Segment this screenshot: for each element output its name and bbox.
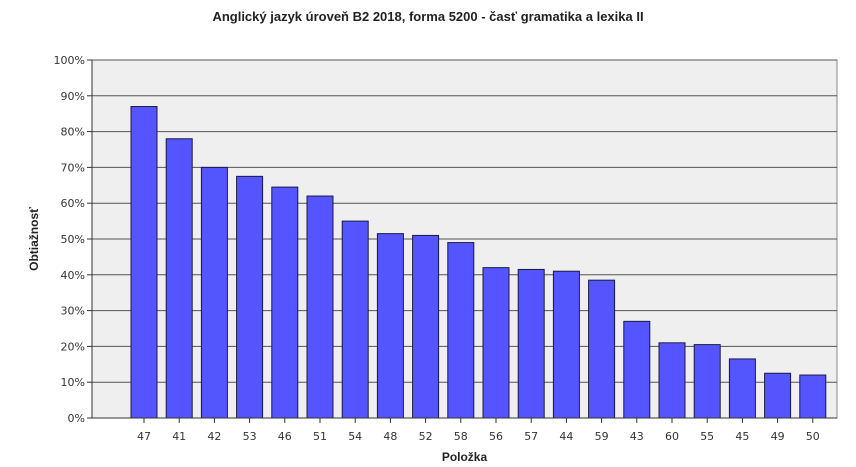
- y-tick-label: 70%: [61, 161, 85, 174]
- bar-43: [623, 320, 651, 419]
- y-tick-label: 10%: [61, 376, 85, 389]
- bar-55: [693, 344, 721, 419]
- bar-60: [658, 342, 686, 419]
- x-tick-label: 57: [524, 430, 538, 443]
- bar-42: [200, 166, 228, 419]
- bar-58: [447, 242, 475, 419]
- bar-56: [482, 267, 510, 419]
- bar-46: [271, 186, 299, 419]
- bar-52: [412, 234, 440, 419]
- bar-48: [376, 233, 404, 419]
- bar-47: [130, 106, 158, 419]
- y-tick-label: 90%: [61, 90, 85, 103]
- y-tick-label: 20%: [61, 340, 85, 353]
- y-tick-label: 30%: [61, 305, 85, 318]
- x-tick-label: 59: [595, 430, 609, 443]
- x-tick-label: 47: [137, 430, 151, 443]
- bar-51: [306, 195, 334, 419]
- bar-49: [764, 372, 792, 419]
- y-tick-label: 80%: [61, 126, 85, 139]
- x-tick-label: 42: [207, 430, 221, 443]
- bar-53: [236, 175, 264, 419]
- x-tick-label: 43: [630, 430, 644, 443]
- x-tick-label: 51: [313, 430, 327, 443]
- x-tick-label: 49: [771, 430, 785, 443]
- x-axis: 47 41 42 53 46 51 54 48 52 58 56 57 44 59 43 60 55 45 49 50: [92, 417, 837, 443]
- bar-44: [552, 270, 580, 419]
- x-tick-label: 52: [419, 430, 433, 443]
- x-tick-label: 56: [489, 430, 503, 443]
- x-tick-label: 44: [559, 430, 573, 443]
- x-axis-title: Položka: [442, 450, 488, 464]
- y-tick-label: 40%: [61, 269, 85, 282]
- x-tick-label: 48: [383, 430, 397, 443]
- x-tick-label: 55: [700, 430, 714, 443]
- x-tick-label: 58: [454, 430, 468, 443]
- bar-45: [728, 358, 756, 419]
- x-tick-label: 54: [348, 430, 362, 443]
- y-axis: 0% 10% 20% 30% 40% 50% 60% 70% 80% 90% 100%: [54, 54, 93, 425]
- chart-title: Anglický jazyk úroveň B2 2018, forma 520…: [212, 9, 644, 24]
- y-axis-title: Obtiažnosť: [27, 207, 41, 271]
- bar-54: [341, 220, 369, 419]
- bar-57: [517, 268, 545, 419]
- x-tick-label: 60: [665, 430, 679, 443]
- bar-41: [165, 138, 193, 419]
- x-tick-label: 45: [735, 430, 749, 443]
- bar-50: [799, 374, 827, 419]
- bars: [130, 106, 827, 419]
- y-tick-label: 60%: [61, 197, 85, 210]
- x-tick-label: 46: [278, 430, 292, 443]
- bar-59: [588, 279, 616, 419]
- y-tick-label: 100%: [54, 54, 85, 67]
- x-tick-label: 41: [172, 430, 186, 443]
- y-tick-label: 0%: [68, 412, 85, 425]
- x-tick-label: 53: [243, 430, 257, 443]
- x-tick-label: 50: [806, 430, 820, 443]
- y-tick-label: 50%: [61, 233, 85, 246]
